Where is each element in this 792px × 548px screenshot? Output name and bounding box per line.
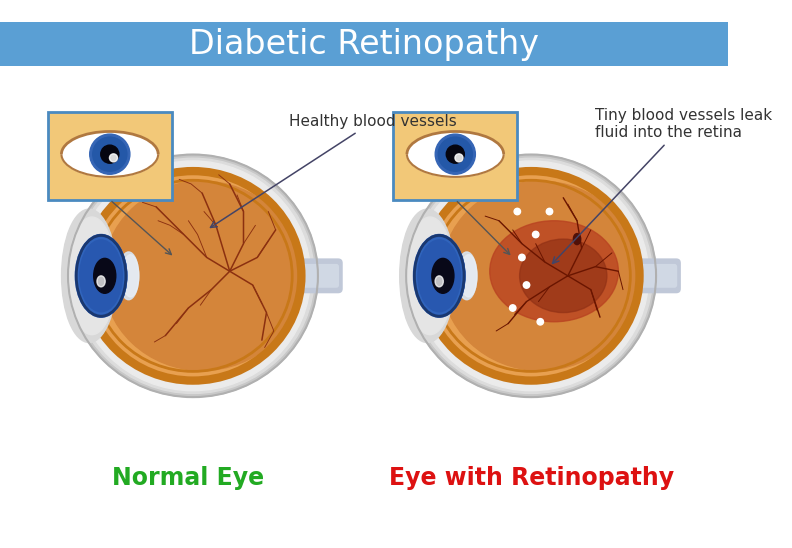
Ellipse shape <box>85 171 302 381</box>
Circle shape <box>93 137 127 171</box>
Circle shape <box>455 154 463 162</box>
Circle shape <box>438 137 472 171</box>
Ellipse shape <box>93 258 116 293</box>
Circle shape <box>89 134 130 174</box>
Ellipse shape <box>520 239 607 312</box>
Circle shape <box>509 305 516 311</box>
Circle shape <box>546 208 553 215</box>
Ellipse shape <box>460 255 477 297</box>
Circle shape <box>109 154 117 162</box>
Bar <box>394 112 517 199</box>
Circle shape <box>524 282 530 288</box>
Circle shape <box>514 208 520 215</box>
Circle shape <box>101 145 119 163</box>
Ellipse shape <box>489 221 619 322</box>
Ellipse shape <box>62 209 116 342</box>
Text: Normal Eye: Normal Eye <box>112 466 265 490</box>
Ellipse shape <box>68 217 116 335</box>
Text: Diabetic Retinopathy: Diabetic Retinopathy <box>188 28 539 61</box>
Circle shape <box>532 231 539 238</box>
Ellipse shape <box>103 181 302 370</box>
FancyBboxPatch shape <box>641 264 677 288</box>
Ellipse shape <box>400 209 455 342</box>
Ellipse shape <box>406 155 656 397</box>
Ellipse shape <box>457 252 477 300</box>
Circle shape <box>519 254 525 261</box>
Ellipse shape <box>97 276 105 287</box>
FancyBboxPatch shape <box>303 264 339 288</box>
Ellipse shape <box>417 237 465 315</box>
Text: Eye with Retinopathy: Eye with Retinopathy <box>389 466 674 490</box>
Ellipse shape <box>432 258 454 293</box>
Circle shape <box>537 318 543 325</box>
FancyBboxPatch shape <box>299 258 343 293</box>
Bar <box>0 22 728 66</box>
Ellipse shape <box>75 161 310 391</box>
Ellipse shape <box>441 181 639 370</box>
Text: Tiny blood vessels leak
fluid into the retina: Tiny blood vessels leak fluid into the r… <box>553 108 772 264</box>
Ellipse shape <box>409 158 653 393</box>
FancyBboxPatch shape <box>637 258 681 293</box>
Ellipse shape <box>435 276 444 287</box>
Circle shape <box>446 145 464 163</box>
Ellipse shape <box>119 252 139 300</box>
Circle shape <box>436 134 475 174</box>
Ellipse shape <box>75 235 127 317</box>
Ellipse shape <box>423 171 639 381</box>
Ellipse shape <box>79 237 127 315</box>
Ellipse shape <box>573 233 581 244</box>
Ellipse shape <box>122 255 139 297</box>
Ellipse shape <box>407 132 504 177</box>
Ellipse shape <box>62 132 158 177</box>
Ellipse shape <box>68 155 318 397</box>
Ellipse shape <box>71 158 314 393</box>
Ellipse shape <box>413 161 649 391</box>
Text: Healthy blood vessels: Healthy blood vessels <box>211 114 457 227</box>
Ellipse shape <box>406 217 454 335</box>
Ellipse shape <box>413 235 465 317</box>
Bar <box>48 112 172 199</box>
